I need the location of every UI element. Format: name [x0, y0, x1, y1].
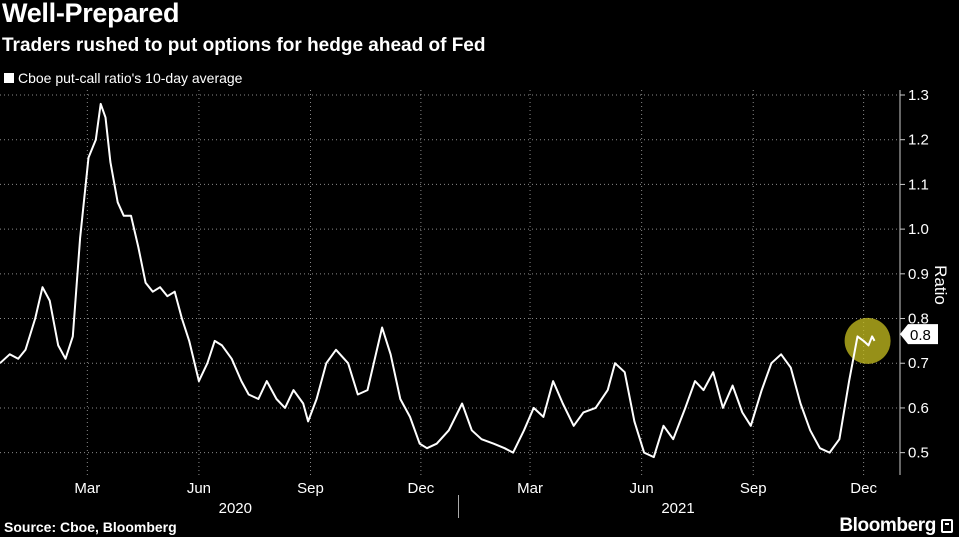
legend-label: Cboe put-call ratio's 10-day average: [18, 70, 243, 86]
last-value-tag: [900, 324, 938, 345]
y-tick-label: 0.9: [908, 266, 929, 283]
x-axis: Mar Jun Sep Dec Mar Jun Sep Dec 2020 2021: [74, 480, 877, 518]
year-label: 2021: [661, 500, 694, 517]
y-tick-label: 0.8: [908, 311, 929, 328]
y-tick-label: 1.1: [908, 176, 929, 193]
y-tick-label: 1.2: [908, 132, 929, 149]
brand-text: Bloomberg: [839, 515, 936, 536]
y-tick-label: 1.3: [908, 87, 929, 104]
highlight-circle: [844, 317, 891, 364]
x-tick-label: Jun: [630, 480, 654, 497]
x-tick-label: Mar: [517, 480, 543, 497]
bloomberg-logo: Bloomberg: [839, 515, 953, 537]
legend-swatch: [4, 73, 14, 83]
x-tick-label: Mar: [74, 480, 100, 497]
y-tick-label: 1.0: [908, 221, 929, 238]
chart-subtitle: Traders rushed to put options for hedge …: [2, 35, 486, 56]
year-label: 2020: [219, 500, 252, 517]
y-axis-label: Ratio: [931, 265, 950, 305]
y-tick-label: 0.5: [908, 445, 929, 462]
chart-title: Well-Prepared: [2, 0, 180, 28]
last-value-label: 0.8: [910, 327, 931, 344]
x-tick-label: Sep: [740, 480, 767, 497]
y-tick-label: 0.7: [908, 355, 929, 372]
source-note: Source: Cboe, Bloomberg: [4, 519, 177, 535]
legend: Cboe put-call ratio's 10-day average: [4, 70, 242, 86]
y-tick-label: 0.6: [908, 400, 929, 417]
grid-lines: [0, 90, 900, 475]
terminal-icon: [941, 519, 953, 533]
last-value-highlight: [844, 317, 891, 364]
x-tick-label: Sep: [297, 480, 324, 497]
x-tick-label: Dec: [408, 480, 435, 497]
x-tick-label: Jun: [187, 480, 211, 497]
y-axis: 0.5 0.6 0.7 0.8 0.9 1.0 1.1 1.2 1.3: [899, 87, 929, 475]
last-value-label-group: 0.8: [900, 324, 938, 345]
series-line: [0, 102, 876, 459]
x-tick-label: Dec: [850, 480, 877, 497]
